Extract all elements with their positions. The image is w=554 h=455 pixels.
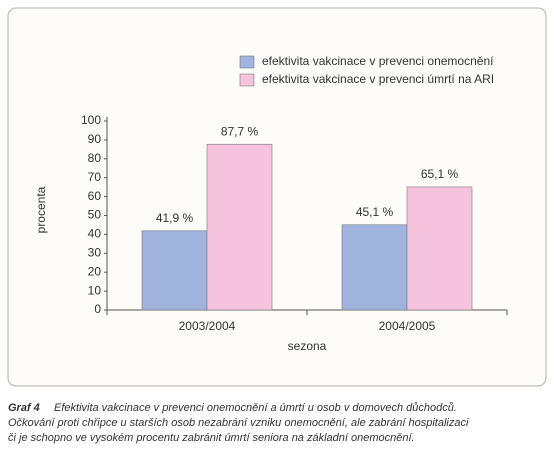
caption-line: Očkování proti chřipce u starších osob n… [8,417,469,429]
y-tick-label: 90 [88,132,102,146]
y-tick-label: 10 [88,283,102,297]
bar [141,230,208,311]
y-tick-label: 30 [88,245,102,259]
x-tick-label: 2003/2004 [179,319,236,333]
legend-swatch [239,55,255,69]
y-tick-label: 50 [88,208,102,222]
y-tick-label: 100 [81,113,101,127]
bar [341,224,408,311]
legend-label: efektivita vakcinace v prevenci úmrtí na… [262,72,494,86]
y-tick-label: 40 [88,227,102,241]
value-label: 45,1 % [356,205,394,219]
value-label: 65,1 % [421,167,459,181]
bar [206,143,273,311]
y-tick-label: 20 [88,264,102,278]
legend-label: efektivita vakcinace v prevenci onemocně… [262,54,494,68]
bar [406,186,473,311]
x-tick-label: 2004/2005 [379,319,436,333]
y-tick-label: 0 [94,302,101,316]
y-axis-label: procenta [34,186,48,233]
y-tick-label: 80 [88,151,102,165]
legend-swatch [239,73,255,87]
value-label: 87,7 % [221,124,259,138]
value-label: 41,9 % [156,211,194,225]
y-tick-label: 70 [88,170,102,184]
caption-line: či je schopno ve vysokém procentu zabrán… [8,432,415,444]
caption-line: Efektivita vakcinace v prevenci onemocně… [54,402,457,414]
x-axis-label: sezona [288,339,327,353]
caption-label: Graf 4 [8,402,40,414]
y-tick-label: 60 [88,189,102,203]
